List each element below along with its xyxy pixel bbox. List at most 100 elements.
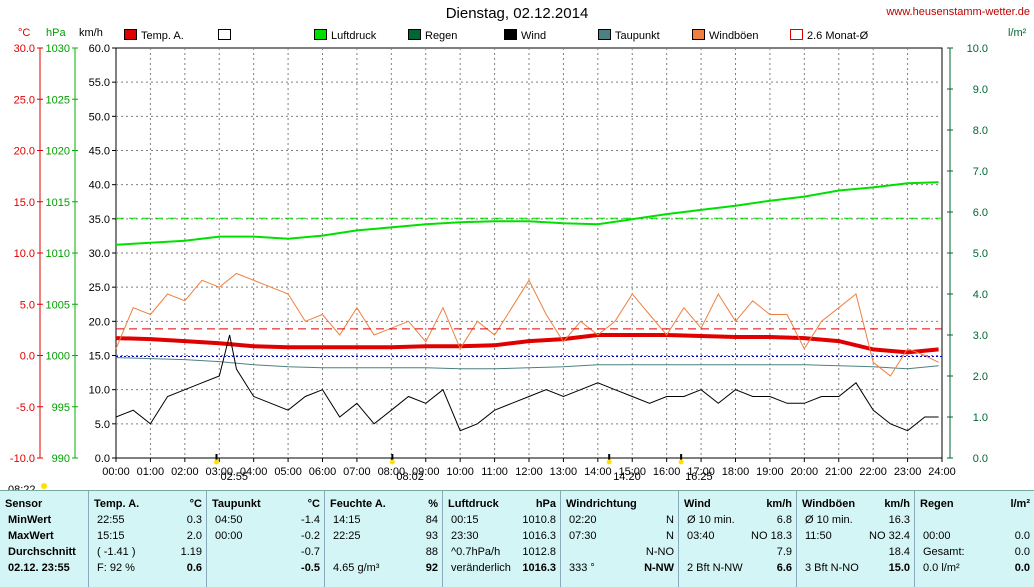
rain-row-value: 0.0 [1014,530,1030,542]
wind-row-time: Ø 10 min. [687,514,735,526]
wind-column: Wind km/h Ø 10 min. 6.8 03:40 NO 18.3 7.9 2 Bft… [678,491,797,587]
legend-swatch [504,29,517,40]
temp-header: Temp. A. °C [94,498,202,512]
press-tick-label: 1020 [46,146,70,158]
dew-header-label: Taupunkt [212,498,261,510]
marker-dot [213,459,219,465]
gust-row: 11:50 NO 32.4 [802,530,910,544]
series-windb-en [115,272,939,377]
grid [115,47,943,459]
marker-label: 08:02 [396,471,424,483]
rain-column: Regen l/m² 00:00 0.0 Gesamt: 0.0 0.0 l/m² 0.0 [914,491,1034,587]
rain-tick-label: 0.0 [973,453,988,465]
hum-row: 22:25 93 [330,530,438,544]
hum-row: 88 [330,546,438,560]
series-luftdruck [115,181,939,246]
rain-tick-label: 6.0 [973,207,988,219]
gust-header-label: Windböen [802,498,856,510]
press-header: Luftdruck hPa [448,498,556,512]
hum-header-label: Feuchte A. [330,498,386,510]
legend-swatch [314,29,327,40]
legend-item-1 [218,29,235,42]
stats-table: Sensor MinWert MaxWert Durchschnitt 02.1… [0,490,1034,587]
x-tick-label: 17:00 [687,466,715,478]
wind-tick-label: 15.0 [89,351,110,363]
wdir-row-value: N [666,514,674,526]
temp-tick-label: 20.0 [14,146,35,158]
rain-row: 0.0 l/m² 0.0 [920,562,1030,576]
legend-label: Windböen [709,30,759,42]
legend-label: Temp. A. [141,30,184,42]
legend-label: Luftdruck [331,30,377,42]
rain-header-label: Regen [920,498,954,510]
legend-item-6: Windböen [692,29,759,42]
legend-item-3: Regen [408,29,457,42]
press-tick-label: 1010 [46,248,70,260]
x-tick-label: 06:00 [309,466,337,478]
legend-swatch [218,29,231,40]
marker-label: 16:25 [685,471,713,483]
wind-tick-label: 45.0 [89,146,110,158]
legend-swatch [692,29,705,40]
rain-row-time: Gesamt: [923,546,965,558]
series-temp-a [115,333,939,355]
wind-tick-label: 40.0 [89,180,110,192]
wdir-row-time: 02:20 [569,514,597,526]
rain-row: 00:00 0.0 [920,530,1030,544]
wind-row-time: 03:40 [687,530,715,542]
press-row-time: 23:30 [451,530,479,542]
legend-label: Taupunkt [615,30,660,42]
legend-item-4: Wind [504,29,546,42]
x-tick-label: 13:00 [550,466,578,478]
press-tick-label: 990 [52,453,70,465]
press-tick-label: 1030 [46,43,70,55]
wind-tick-label: 30.0 [89,248,110,260]
x-tick-label: 24:00 [928,466,956,478]
press-row: veränderlich 1016.3 [448,562,556,576]
dew-row: 04:50 -1.4 [212,514,320,528]
chart-canvas: 00:00 01:00 02:00 03:00 04:00 05:00 06:00 07:00… [8,43,988,490]
legend-label: Wind [521,30,547,42]
temp-row: 15:15 2.0 [94,530,202,544]
wind-unit: km/h [766,498,792,510]
rain-tick-label: 2.0 [973,371,988,383]
rain-unit: l/m² [1010,498,1030,510]
wind-header: Wind km/h [684,498,792,512]
rain-tick-label: 7.0 [973,166,988,178]
marker-dot [389,459,395,465]
legend-item-0: Temp. A. [124,29,184,42]
temp-tick-label: 25.0 [14,94,35,106]
press-header-label: Luftdruck [448,498,499,510]
gust-row-value: 18.4 [888,546,910,558]
press-tick-label: 1025 [46,94,70,106]
wind-row: 7.9 [684,546,792,560]
wdir-row: 07:30 N [566,530,674,544]
temp-tick-label: -10.0 [10,453,35,465]
dew-row-time: 00:00 [215,530,243,542]
rain-tick-label: 1.0 [973,412,988,424]
series-taupunkt [115,357,939,370]
x-tick-label: 16:00 [653,466,681,478]
wind-row-time: 2 Bft N-NW [687,562,743,574]
x-tick-label: 11:00 [481,466,508,478]
press-column: Luftdruck hPa 00:15 1010.8 23:30 1016.3 ^0.7hP… [442,491,561,587]
gust-row-time: 3 Bft N-NO [805,562,859,574]
temp-row-value: 1.19 [180,546,202,558]
wdir-column: Windrichtung 02:20 N 07:30 N N-NO 333 ° N-NW [560,491,679,587]
dew-row: -0.5 [212,562,320,576]
marker-label: 02:55 [220,471,248,483]
press-row-value: 1016.3 [522,530,556,542]
x-tick-label: 00:00 [102,466,130,478]
wind-tick-label: 60.0 [89,43,110,55]
series-layer [115,181,942,432]
wdir-row: N-NO [566,546,674,560]
x-tick-label: 18:00 [722,466,750,478]
temp-row-value: 0.6 [186,562,202,574]
dew-row-value: -0.2 [301,530,320,542]
wind-tick-label: 20.0 [89,316,110,328]
gust-row-time: Ø 10 min. [805,514,853,526]
site-url[interactable]: www.heusenstamm-wetter.de [886,6,1030,18]
legend-item-7: 2.6 Monat-Ø [790,29,868,42]
series-wind [115,334,939,432]
x-tick-label: 08:00 [378,466,406,478]
